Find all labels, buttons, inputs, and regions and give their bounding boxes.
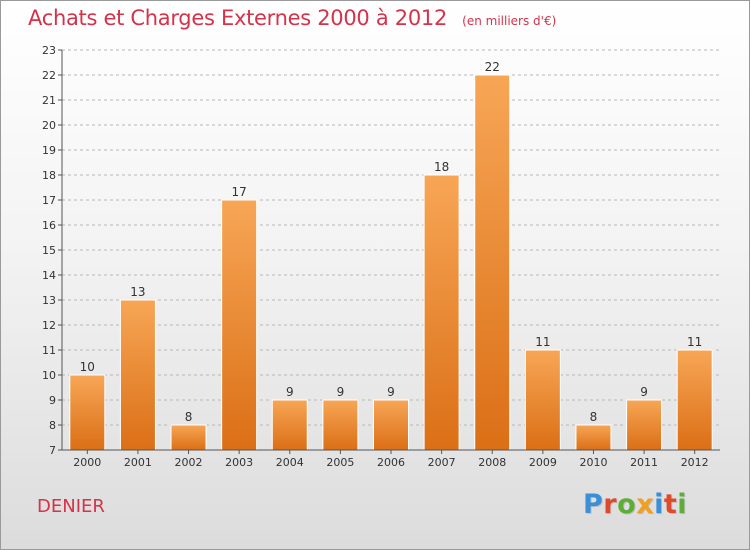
x-tick-label: 2005 — [326, 456, 354, 469]
logo-letter: i — [654, 489, 664, 520]
x-tick-label: 2011 — [630, 456, 658, 469]
bar-2008 — [475, 75, 510, 450]
bar-2006 — [374, 400, 409, 450]
bar-2005 — [323, 400, 358, 450]
y-tick-label: 15 — [42, 244, 56, 257]
bar-2003 — [222, 200, 257, 450]
grid-lines — [62, 50, 720, 425]
bar-2011 — [627, 400, 662, 450]
bar-value-label: 10 — [80, 360, 95, 374]
y-tick-label: 8 — [49, 419, 56, 432]
bar-value-label: 9 — [286, 385, 294, 399]
bar-value-label: 8 — [590, 410, 598, 424]
x-tick-label: 2003 — [225, 456, 253, 469]
bar-value-label: 22 — [485, 60, 500, 74]
y-tick-label: 11 — [42, 344, 56, 357]
bar-2000 — [70, 375, 105, 450]
bar-2009 — [525, 350, 560, 450]
y-tick-label: 14 — [42, 269, 56, 282]
x-tick-label: 2007 — [428, 456, 456, 469]
bar-value-label: 11 — [535, 335, 550, 349]
y-tick-label: 21 — [42, 94, 56, 107]
bar-value-label: 11 — [687, 335, 702, 349]
bar-2002 — [171, 425, 206, 450]
bar-2010 — [576, 425, 611, 450]
bar-value-label: 9 — [337, 385, 345, 399]
logo-letter: r — [603, 489, 617, 520]
logo-letter: t — [664, 489, 677, 520]
y-tick-label: 19 — [42, 144, 56, 157]
y-tick-label: 18 — [42, 169, 56, 182]
bar-2012 — [677, 350, 712, 450]
y-tick-label: 12 — [42, 319, 56, 332]
bar-value-label: 8 — [185, 410, 193, 424]
x-tick-label: 2006 — [377, 456, 405, 469]
bar-value-label: 17 — [232, 185, 247, 199]
y-tick-label: 22 — [42, 69, 56, 82]
x-tick-label: 2009 — [529, 456, 557, 469]
logo-letter: i — [677, 489, 687, 520]
y-tick-label: 9 — [49, 394, 56, 407]
x-tick-label: 2002 — [175, 456, 203, 469]
bar-value-label: 9 — [640, 385, 648, 399]
x-tick-label: 2000 — [73, 456, 101, 469]
bar-value-label: 13 — [130, 285, 145, 299]
y-tick-label: 13 — [42, 294, 56, 307]
y-tick-label: 16 — [42, 219, 56, 232]
proxiti-logo: Proxiti — [583, 489, 687, 520]
y-tick-label: 23 — [42, 44, 56, 57]
x-tick-label: 2012 — [681, 456, 709, 469]
bar-2004 — [272, 400, 307, 450]
logo-letter: P — [583, 489, 603, 520]
bar-value-label: 9 — [387, 385, 395, 399]
logo-letter: o — [617, 489, 636, 520]
bars: 10 13 8 17 9 9 9 18 22 11 8 9 11 — [70, 60, 712, 450]
y-tick-label: 20 — [42, 119, 56, 132]
x-tick-label: 2010 — [579, 456, 607, 469]
y-tick-label: 7 — [49, 444, 56, 457]
bar-chart: 10 13 8 17 9 9 9 18 22 11 8 9 11 7 8 9 10 11 12 13 14 15 16 17… — [0, 0, 750, 550]
y-tick-label: 17 — [42, 194, 56, 207]
x-tick-label: 2008 — [478, 456, 506, 469]
bar-value-label: 18 — [434, 160, 449, 174]
commune-name: DENIER — [37, 496, 105, 517]
y-tick-label: 10 — [42, 369, 56, 382]
x-tick-label: 2001 — [124, 456, 152, 469]
bar-2001 — [120, 300, 155, 450]
x-tick-label: 2004 — [276, 456, 304, 469]
bar-2007 — [424, 175, 459, 450]
logo-letter: x — [636, 489, 654, 520]
